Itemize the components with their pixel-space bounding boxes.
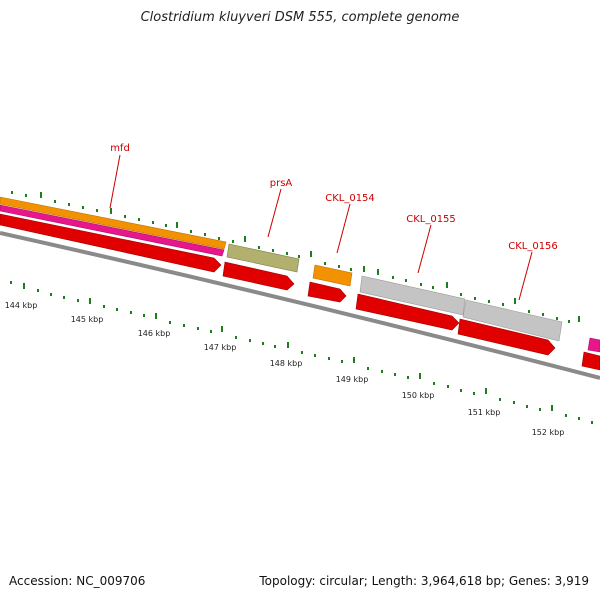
- CKL_0156-leader: [518, 251, 533, 301]
- upper-tick-track: [11, 191, 580, 323]
- CKL_0156-strand-feature: [457, 318, 556, 356]
- genome-summary-text: Topology: circular; Length: 3,964,618 bp…: [259, 574, 589, 588]
- scale-label: 150 kbp: [402, 391, 435, 400]
- scale-label: 146 kbp: [138, 329, 171, 338]
- edge-red-feature: [581, 351, 600, 371]
- CKL_0155-label: CKL_0155: [406, 214, 456, 225]
- feature-track: [0, 196, 600, 371]
- label-leaders: [109, 154, 533, 301]
- CKL_0156-feature: [462, 299, 563, 342]
- mfd-orange-feature: [0, 196, 227, 250]
- mfd-label: mfd: [110, 143, 130, 154]
- scale-labels: 144 kbp 145 kbp 146 kbp 147 kbp 148 kbp …: [5, 301, 565, 437]
- mfd-red-feature: [0, 213, 222, 273]
- CKL_0154-leader: [336, 203, 351, 254]
- tick-mark: [11, 191, 580, 323]
- scale-label: 147 kbp: [204, 343, 237, 352]
- prsA-label: prsA: [270, 178, 293, 189]
- genome-backbone: [0, 231, 600, 380]
- CKL_0155-feature: [359, 275, 466, 316]
- prsA-leader: [267, 188, 282, 238]
- gene-labels: mfd prsA CKL_0154 CKL_0155 CKL_0156: [110, 143, 558, 252]
- mfd-leader: [109, 154, 121, 209]
- edge-magenta-feature: [587, 337, 600, 353]
- map-title: Clostridium kluyveri DSM 555, complete g…: [140, 10, 460, 25]
- CKL_0155-leader: [417, 224, 432, 274]
- CKL_0154-feature: [312, 264, 353, 287]
- CKL_0154-strand-feature: [307, 281, 347, 303]
- scale-label: 149 kbp: [336, 375, 369, 384]
- scale-label: 152 kbp: [532, 428, 565, 437]
- accession-text: Accession: NC_009706: [9, 574, 146, 588]
- scale-label: 145 kbp: [71, 315, 104, 324]
- tick-mark: [10, 281, 593, 424]
- CKL_0154-label: CKL_0154: [325, 193, 375, 204]
- lower-tick-track: [10, 281, 593, 424]
- CKL_0155-strand-feature: [355, 293, 460, 331]
- CKL_0156-label: CKL_0156: [508, 241, 558, 252]
- prsA-feature: [226, 243, 300, 273]
- scale-label: 144 kbp: [5, 301, 38, 310]
- scale-label: 151 kbp: [468, 408, 501, 417]
- scale-label: 148 kbp: [270, 359, 303, 368]
- prsA-strand-feature: [222, 261, 295, 291]
- mfd-magenta-feature: [0, 204, 225, 257]
